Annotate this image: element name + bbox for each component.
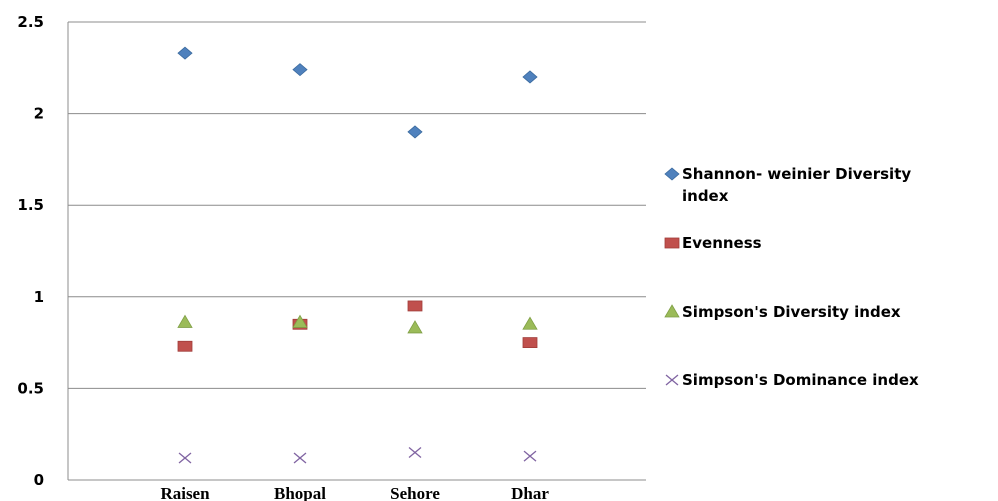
legend-label-line: index (682, 187, 729, 205)
legend-item: Evenness (664, 234, 762, 252)
marker-stroke (523, 450, 537, 462)
x-tick-label: Raisen (160, 484, 210, 501)
legend-marker (664, 167, 680, 181)
y-axis-ticks: 0 0.5 1 1.5 2 2.5 (17, 13, 44, 489)
y-tick-label: 1 (34, 288, 44, 306)
y-tick-label: 2.5 (17, 13, 44, 31)
legend-item: Simpson's Diversity index (664, 303, 901, 321)
legend-label: Evenness (682, 234, 762, 252)
data-point (522, 337, 538, 349)
marker-stroke (293, 452, 307, 464)
data-point (293, 452, 307, 464)
legend-label: Simpson's Diversity index (682, 303, 901, 321)
marker-stroke (665, 374, 679, 386)
legend-label: Shannon- weinier Diversity index (682, 165, 911, 205)
x-tick-label: Dhar (511, 484, 549, 501)
legend-item: Shannon- weinier Diversity index (664, 165, 911, 205)
data-point (292, 63, 308, 77)
y-tick-label: 1.5 (17, 196, 44, 214)
data-point (177, 314, 193, 328)
data-point (177, 340, 193, 352)
y-tick-label: 0.5 (17, 379, 44, 397)
legend-marker (664, 304, 680, 318)
legend-label-line: Shannon- weinier Diversity (682, 165, 911, 183)
gridlines (68, 21, 646, 389)
legend: Shannon- weinier Diversity index Evenness S… (664, 165, 919, 389)
y-tick-label: 2 (34, 105, 44, 123)
y-tick-label: 0 (34, 471, 44, 489)
legend-marker (664, 237, 680, 249)
x-axis-ticks: Raisen Bhopal Sehore Dhar (160, 484, 549, 501)
marker-stroke (178, 452, 192, 464)
legend-marker (665, 374, 679, 386)
marker-stroke (408, 447, 422, 459)
data-point (523, 450, 537, 462)
data-point (407, 300, 423, 312)
data-points (177, 46, 538, 464)
legend-item: Simpson's Dominance index (665, 371, 919, 389)
x-tick-label: Bhopal (274, 484, 326, 501)
data-point (177, 46, 193, 60)
data-point (292, 314, 308, 328)
data-point (178, 452, 192, 464)
data-point (408, 447, 422, 459)
legend-label: Simpson's Dominance index (682, 371, 919, 389)
x-tick-label: Sehore (390, 484, 440, 501)
axes (67, 22, 646, 481)
data-point (407, 125, 423, 139)
data-point (522, 316, 538, 330)
data-point (522, 70, 538, 84)
data-point (407, 320, 423, 334)
